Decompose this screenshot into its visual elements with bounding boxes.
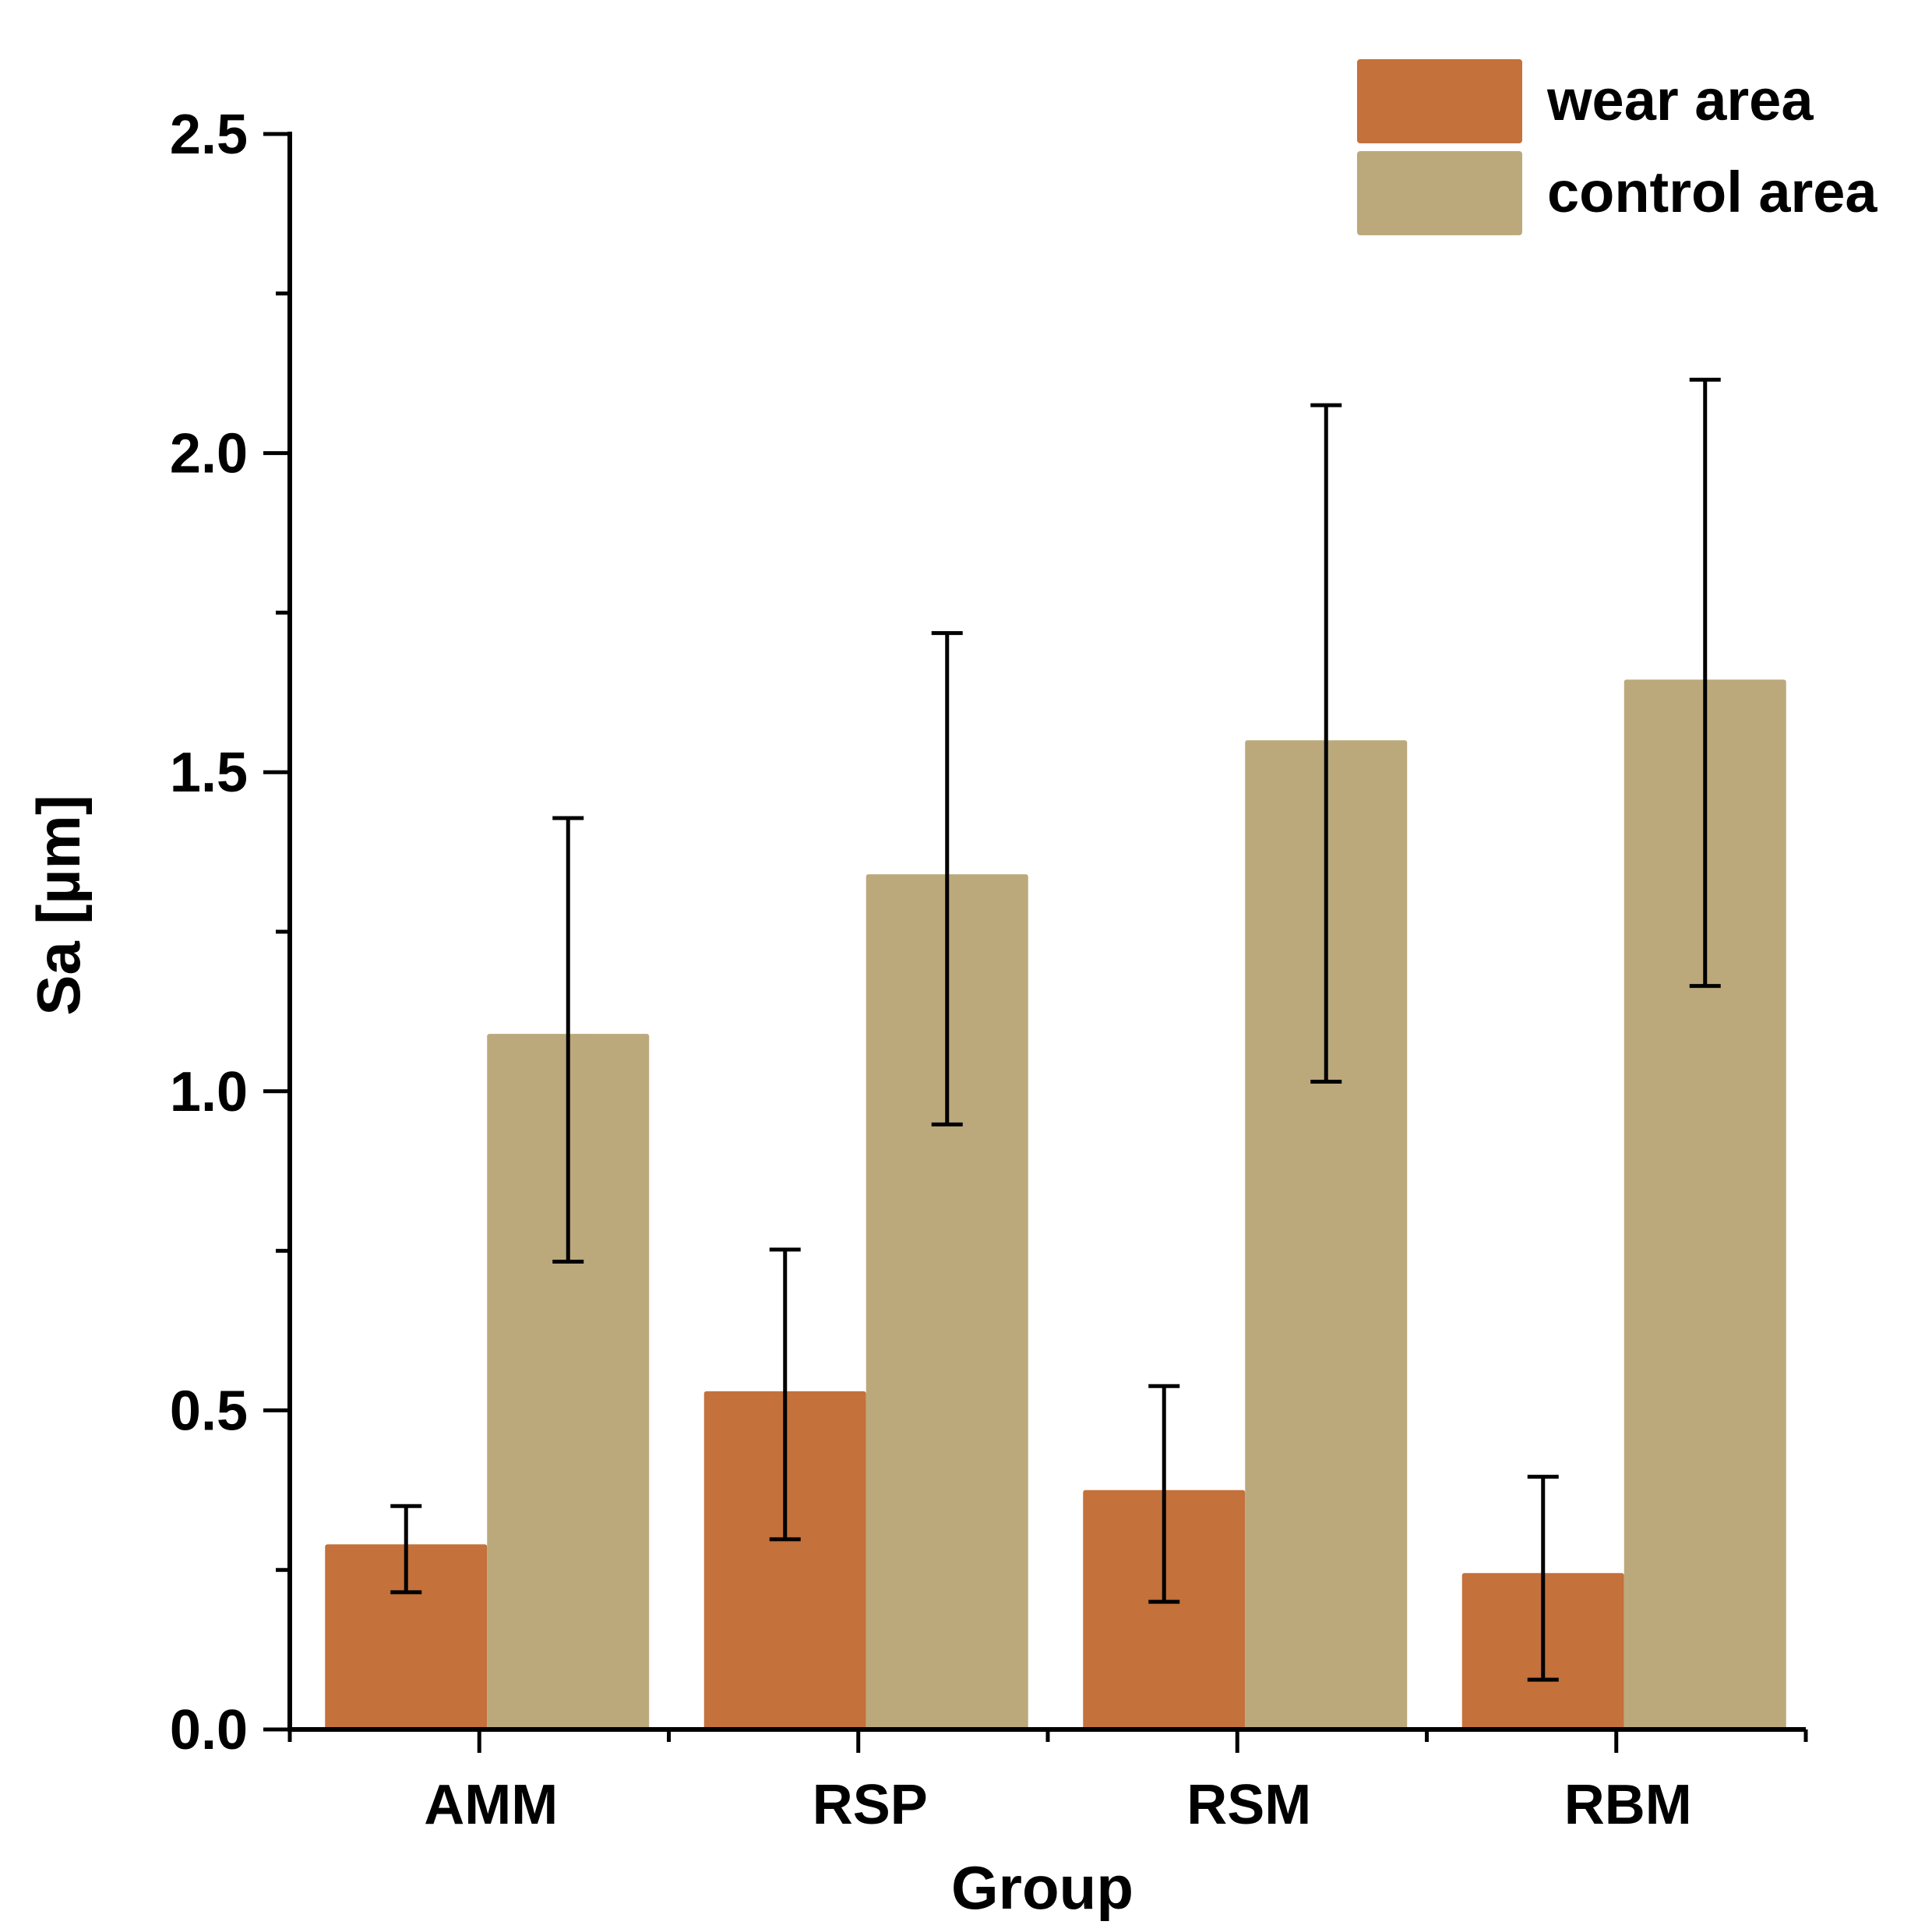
legend-swatch-control-area <box>1357 151 1522 235</box>
bar-wear-area-rsm <box>1083 1490 1246 1729</box>
x-tick-label-rsm: RSM <box>1186 1774 1311 1836</box>
axes: 0.0 0.5 1.0 1.5 2.0 2.5 AMM RSP RSM RBM <box>170 104 1808 1836</box>
bar-wear-area-amm <box>325 1544 488 1729</box>
y-ticks: 0.0 0.5 1.0 1.5 2.0 2.5 <box>170 104 290 1761</box>
bar-control-area-rbm <box>1624 679 1786 1729</box>
bar-wear-area-rsp <box>703 1391 866 1729</box>
y-tick-label: 1.5 <box>170 742 248 804</box>
x-ticks: AMM RSP RSM RBM <box>287 1729 1808 1836</box>
y-tick-label: 0.5 <box>170 1380 248 1442</box>
x-tick-label-rbm: RBM <box>1564 1774 1692 1836</box>
x-tick-label-rsp: RSP <box>813 1774 928 1836</box>
y-tick-label: 1.0 <box>170 1061 248 1123</box>
y-tick-label: 0.0 <box>170 1699 248 1761</box>
bars <box>325 679 1786 1729</box>
y-tick-label: 2.0 <box>170 423 248 485</box>
bar-control-area-rsm <box>1245 740 1408 1729</box>
x-tick-label-amm: AMM <box>424 1774 558 1836</box>
legend-label-wear-area: wear area <box>1546 68 1814 132</box>
x-axis-title: Group <box>951 1853 1133 1922</box>
y-axis-title: Sa [µm] <box>24 795 93 1015</box>
error-bars <box>390 377 1721 1682</box>
y-tick-label: 2.5 <box>170 104 248 166</box>
legend: wear area control area <box>1357 59 1877 235</box>
bar-control-area-rsp <box>866 874 1028 1729</box>
bar-control-area-amm <box>487 1034 650 1729</box>
legend-label-control-area: control area <box>1547 160 1877 224</box>
legend-swatch-wear-area <box>1357 59 1522 143</box>
